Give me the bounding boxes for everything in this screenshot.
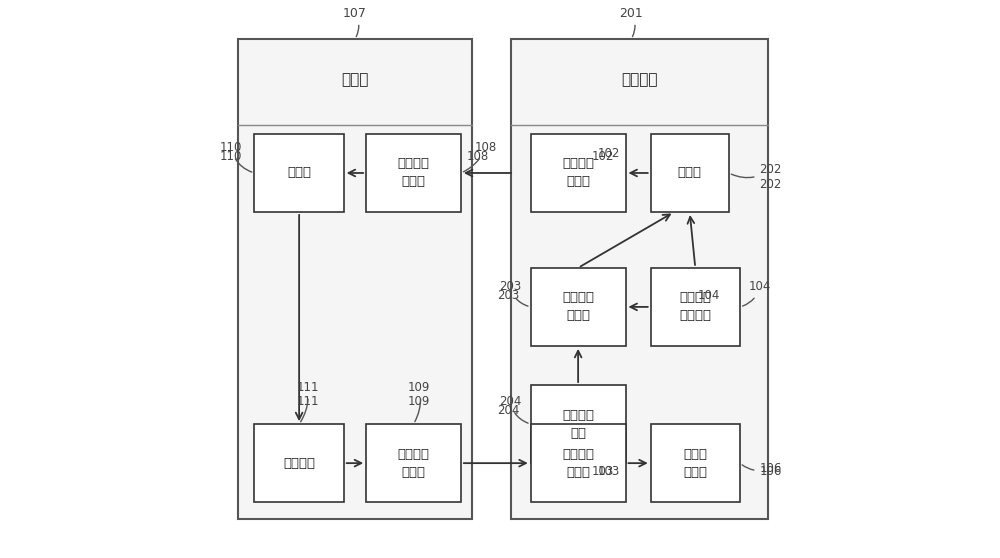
- Text: 遥控指令
发送器: 遥控指令 发送器: [562, 157, 594, 189]
- Text: 111: 111: [296, 381, 319, 422]
- Text: 106: 106: [759, 465, 782, 478]
- FancyBboxPatch shape: [531, 424, 626, 502]
- Text: 眼球动作
分析仪: 眼球动作 分析仪: [562, 291, 594, 323]
- Text: 107: 107: [343, 7, 367, 37]
- FancyBboxPatch shape: [366, 134, 461, 212]
- Text: 102: 102: [598, 147, 620, 160]
- Text: 202: 202: [759, 177, 782, 191]
- Text: 104: 104: [698, 289, 720, 302]
- Text: 遥测数据
发送器: 遥测数据 发送器: [398, 448, 430, 479]
- Text: 图像显
示设备: 图像显 示设备: [683, 448, 707, 479]
- Text: 108: 108: [467, 150, 489, 163]
- FancyBboxPatch shape: [511, 39, 768, 519]
- Text: 103: 103: [598, 465, 620, 478]
- Text: 模式切换
单元: 模式切换 单元: [562, 408, 594, 440]
- Text: 飞控板: 飞控板: [287, 166, 311, 180]
- FancyBboxPatch shape: [254, 424, 344, 502]
- Text: 203: 203: [499, 280, 528, 306]
- Text: 无人机: 无人机: [341, 73, 369, 88]
- FancyBboxPatch shape: [238, 39, 472, 519]
- Text: 104: 104: [743, 280, 771, 306]
- FancyBboxPatch shape: [651, 134, 729, 212]
- Text: 眼球动作
监测设备: 眼球动作 监测设备: [679, 291, 711, 323]
- Text: 110: 110: [220, 150, 242, 163]
- Text: 204: 204: [499, 395, 528, 423]
- Text: 111: 111: [296, 395, 319, 408]
- Text: 202: 202: [731, 163, 782, 177]
- Text: 110: 110: [220, 141, 252, 172]
- Text: 控制器: 控制器: [678, 166, 702, 180]
- Text: 智能眼镜: 智能眼镜: [621, 73, 658, 88]
- Text: 109: 109: [408, 381, 430, 422]
- FancyBboxPatch shape: [531, 385, 626, 463]
- Text: 遥控指令
接收器: 遥控指令 接收器: [398, 157, 430, 189]
- FancyBboxPatch shape: [651, 424, 740, 502]
- Text: 204: 204: [497, 403, 520, 417]
- FancyBboxPatch shape: [531, 134, 626, 212]
- Text: 109: 109: [408, 395, 430, 408]
- Text: 遥测数据
接收器: 遥测数据 接收器: [562, 448, 594, 479]
- Text: 103: 103: [592, 465, 614, 478]
- Text: 201: 201: [619, 7, 643, 37]
- FancyBboxPatch shape: [366, 424, 461, 502]
- FancyBboxPatch shape: [531, 268, 626, 346]
- Text: 203: 203: [497, 289, 519, 302]
- Text: 拍摄设备: 拍摄设备: [283, 456, 315, 470]
- FancyBboxPatch shape: [254, 134, 344, 212]
- Text: 108: 108: [463, 141, 497, 172]
- Text: 106: 106: [742, 461, 782, 474]
- Text: 102: 102: [592, 150, 614, 163]
- FancyBboxPatch shape: [651, 268, 740, 346]
